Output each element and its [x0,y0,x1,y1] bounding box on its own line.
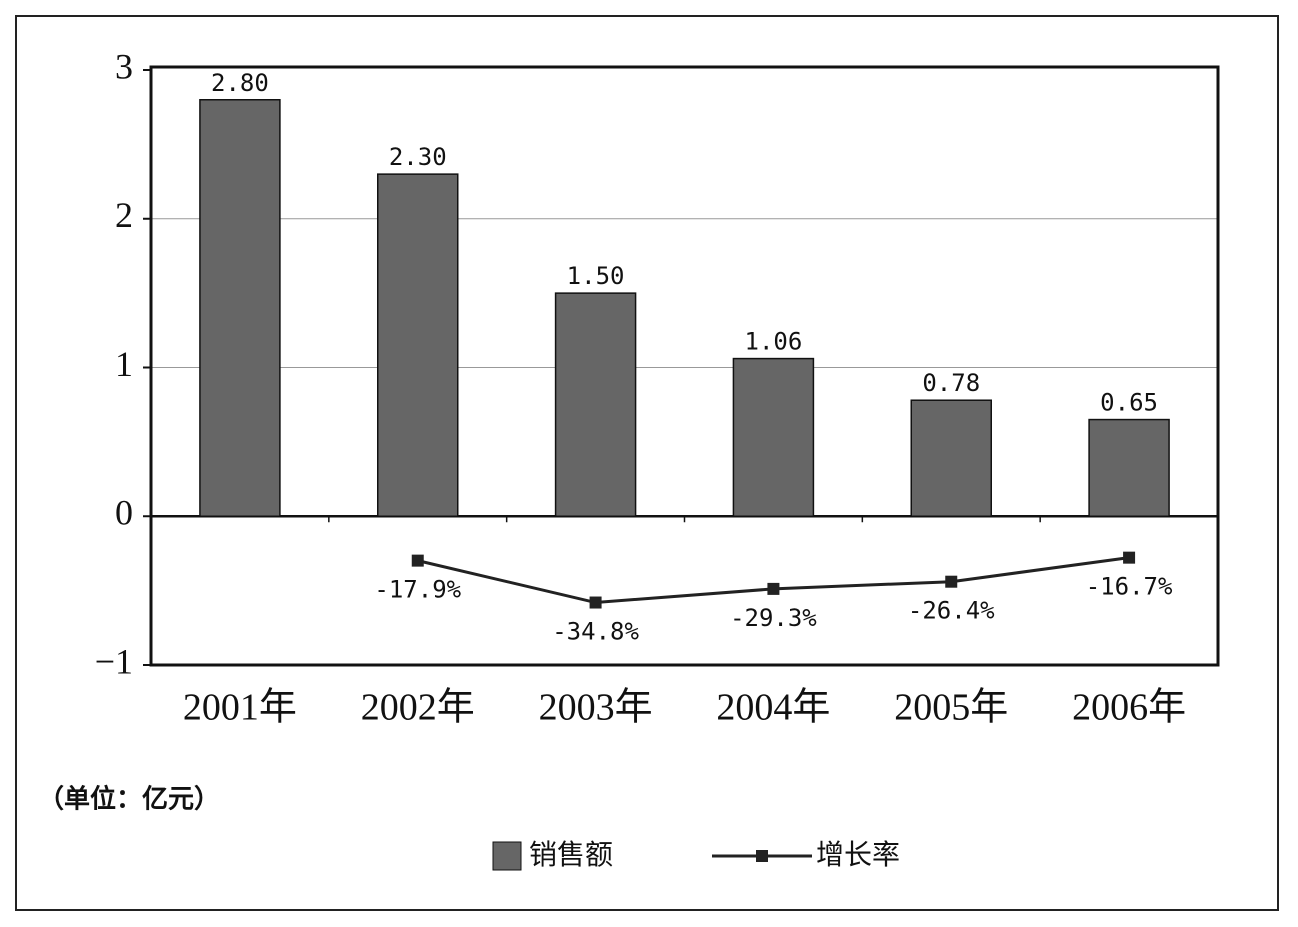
data-label: 0.78 [922,369,980,397]
x-tick-label: 2001年 [183,687,297,729]
marker [1123,551,1136,564]
legend-marker [756,850,768,862]
x-tick-label: 2004年 [716,687,830,729]
plot-border [149,65,1220,667]
x-tick-label: 2005年 [894,687,1008,729]
y-tick-label: 3 [115,46,133,86]
y-tick-label: −1 [95,641,133,681]
marker [945,575,958,588]
line [417,556,1130,605]
bar [554,292,637,517]
marker [767,582,780,595]
data-label: 0.65 [1100,389,1158,417]
x-tick-label: 2003年 [539,687,653,729]
legend-swatch [492,841,522,871]
data-label: -16.7% [1086,573,1173,601]
data-label: 2.30 [389,143,447,171]
bar [377,173,459,517]
data-label: -34.8% [552,618,639,646]
data-label: -26.4% [908,597,995,625]
frame [15,15,1279,911]
marker [411,554,424,567]
y-tick-label: 2 [115,195,133,235]
x-tick-label: 2002年 [361,687,475,729]
bar [199,99,281,517]
data-label: 1.06 [745,328,803,356]
bar [732,357,815,518]
data-label: 2.80 [211,69,269,97]
x-tick-label: 2006年 [1072,687,1186,729]
y-tick-label: 0 [115,493,133,533]
legend-label: 销售额 [529,838,613,871]
bar [1088,418,1170,517]
data-label: -29.3% [730,604,817,632]
data-label: -17.9% [374,576,461,604]
data-label: 1.50 [567,262,625,290]
unit-note: （单位：亿元） [38,784,220,815]
marker [589,596,602,609]
legend-label: 增长率 [816,838,900,871]
bar [910,399,992,518]
y-tick-label: 1 [115,344,133,384]
